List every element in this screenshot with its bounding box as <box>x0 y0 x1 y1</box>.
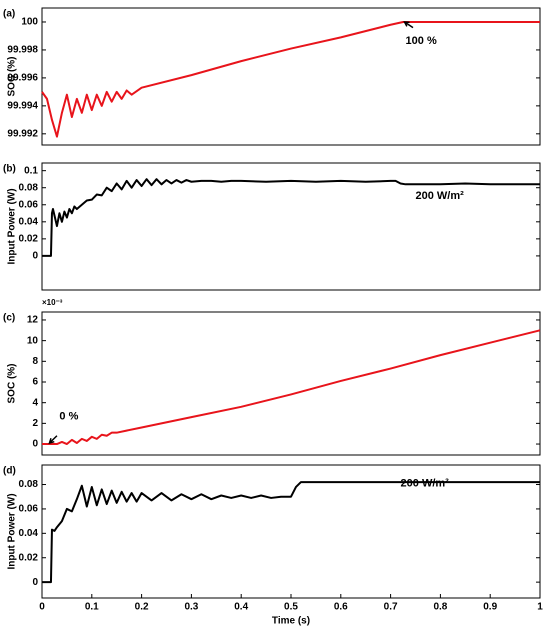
y-tick-label: 99.996 <box>7 73 38 84</box>
y-tick-label: 99.992 <box>7 128 38 139</box>
y-tick-label: 0.08 <box>19 479 39 490</box>
x-tick-label: 0.2 <box>135 602 149 613</box>
y-tick-label: 6 <box>32 377 38 388</box>
x-tick-label: 0.6 <box>334 602 348 613</box>
data-line <box>41 20 540 138</box>
y-tick-label: 0.06 <box>19 504 39 515</box>
y-tick-label: 0.04 <box>19 528 39 539</box>
panel-label: (d) <box>3 466 16 477</box>
y-tick-label: 10 <box>27 335 39 346</box>
plot-frame <box>41 464 541 599</box>
y-axis-title: SOC (%) <box>7 57 18 97</box>
annotation: 100 % <box>406 35 437 47</box>
y-tick-label: 100 <box>21 17 38 28</box>
y-tick-label: 0.04 <box>19 216 39 227</box>
y-tick-label: 99.994 <box>7 100 38 111</box>
y-tick-label: 8 <box>32 356 38 367</box>
scale-label: ×10⁻³ <box>42 298 63 307</box>
y-axis-title: Input Power (W) <box>7 188 18 264</box>
y-tick-label: 99.998 <box>7 45 38 56</box>
y-tick-label: 0 <box>32 577 38 588</box>
panel-label: (c) <box>3 313 15 324</box>
annotation: 0 % <box>59 410 78 422</box>
x-tick-label: 0.3 <box>184 602 198 613</box>
annotation-arrow <box>48 435 58 445</box>
plot-frame <box>41 162 541 291</box>
y-tick-label: 12 <box>27 315 39 326</box>
annotation-arrow <box>403 21 414 29</box>
x-tick-label: 0.5 <box>284 602 298 613</box>
x-tick-label: 0 <box>39 602 45 613</box>
x-tick-label: 0.9 <box>483 602 497 613</box>
annotation: 200 W/m² <box>401 478 450 490</box>
data-line <box>42 178 540 257</box>
y-tick-label: 0 <box>32 251 38 262</box>
x-axis-title: Time (s) <box>272 616 310 627</box>
panel-label: (b) <box>3 164 16 175</box>
y-tick-label: 4 <box>32 397 38 408</box>
x-tick-label: 0.1 <box>85 602 99 613</box>
data-line <box>42 329 541 446</box>
x-tick-label: 0.7 <box>384 602 398 613</box>
x-tick-label: 1 <box>537 602 543 613</box>
y-tick-label: 0.02 <box>19 552 39 563</box>
y-axis-title: SOC (%) <box>7 364 18 404</box>
data-line <box>42 481 540 584</box>
y-axis-title: Input Power (W) <box>7 493 18 569</box>
panel-label: (a) <box>3 9 15 20</box>
y-tick-label: 2 <box>32 418 38 429</box>
y-tick-label: 0 <box>32 439 38 450</box>
x-tick-label: 0.8 <box>433 602 447 613</box>
y-tick-label: 0.1 <box>24 165 38 176</box>
x-tick-label: 0.4 <box>234 602 248 613</box>
plot-frame <box>41 311 541 456</box>
annotation: 200 W/m² <box>416 190 465 202</box>
y-tick-label: 0.08 <box>19 182 39 193</box>
plot-frame <box>41 7 541 146</box>
y-tick-label: 0.06 <box>19 199 39 210</box>
y-tick-label: 0.02 <box>19 233 39 244</box>
